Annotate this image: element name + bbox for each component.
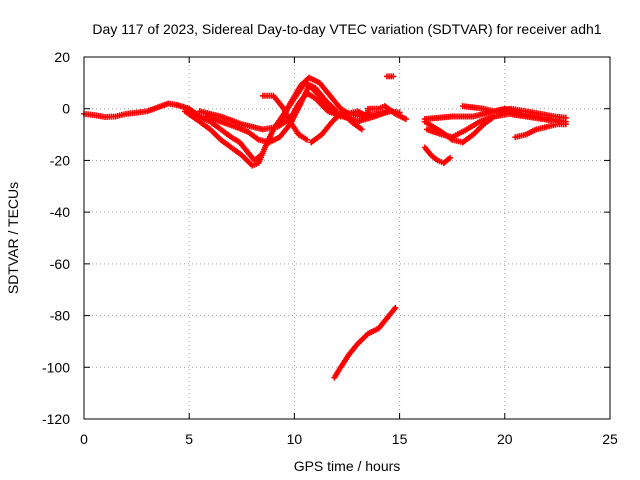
point-arc-o-51: [562, 114, 569, 121]
ytick-label--100: -100: [42, 359, 70, 375]
xtick-label-0: 0: [80, 431, 88, 447]
series-arc-k: [421, 144, 454, 167]
series-arc-h: [344, 103, 409, 123]
ytick-label--80: -80: [50, 308, 70, 324]
point-arc-g-36: [358, 126, 365, 133]
point-arc-i-3: [390, 73, 397, 80]
point-arc-e-33: [304, 136, 311, 143]
plot-frame: [83, 56, 611, 420]
series-arc-o: [459, 103, 569, 121]
y-axis-label: SDTVAR / TECUs: [5, 182, 21, 294]
ytick-label-20: 20: [54, 49, 70, 65]
ytick-label--20: -20: [50, 152, 70, 168]
series-arc-g: [308, 108, 365, 146]
xtick-label-10: 10: [287, 431, 303, 447]
point-arc-k-16: [447, 154, 454, 161]
chart-title: Day 117 of 2023, Sidereal Day-to-day VTE…: [92, 21, 601, 37]
series-arc-j: [331, 304, 399, 381]
point-arc-p-25: [562, 121, 569, 128]
x-axis-label: GPS time / hours: [294, 458, 401, 474]
series-arc-f: [276, 74, 403, 128]
xtick-label-5: 5: [185, 431, 193, 447]
ytick-label--40: -40: [50, 204, 70, 220]
point-arc-h-36: [402, 116, 409, 123]
ytick-label-0: 0: [62, 101, 70, 117]
axis-ticks: 0 5 10 15 20 25 -120 -100 -80 -60 -40 -20 0 20: [42, 49, 618, 447]
series-arc-i: [383, 73, 397, 80]
data-points: [81, 73, 569, 381]
series-arc-p: [512, 121, 569, 141]
ytick-label--120: -120: [42, 411, 70, 427]
xtick-label-20: 20: [497, 431, 513, 447]
xtick-label-25: 25: [602, 431, 618, 447]
point-arc-j-48: [392, 304, 399, 311]
xtick-label-15: 15: [392, 431, 408, 447]
ytick-label--60: -60: [50, 256, 70, 272]
